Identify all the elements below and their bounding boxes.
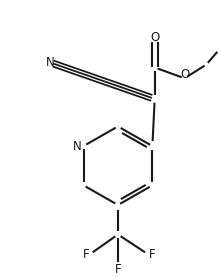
Text: O: O (150, 31, 159, 44)
Text: N: N (46, 56, 55, 69)
Text: N: N (73, 140, 81, 153)
Text: F: F (149, 248, 156, 260)
Text: F: F (82, 248, 89, 260)
Text: F: F (115, 264, 121, 277)
Text: O: O (180, 68, 189, 81)
